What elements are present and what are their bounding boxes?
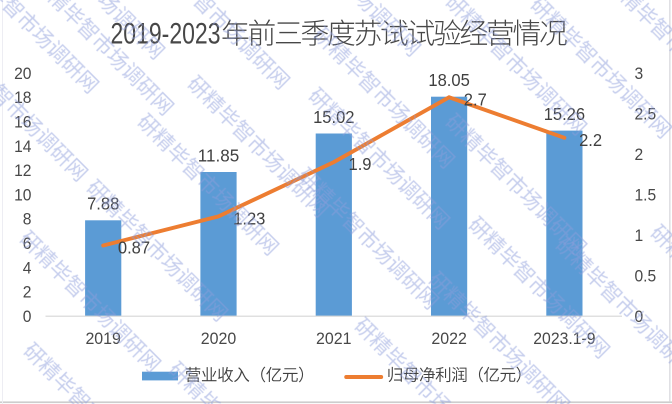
svg-text:1: 1 <box>635 226 644 245</box>
svg-text:0.87: 0.87 <box>118 238 150 258</box>
svg-text:2021: 2021 <box>316 329 352 348</box>
svg-text:1.5: 1.5 <box>635 185 657 204</box>
svg-text:18.05: 18.05 <box>428 70 470 90</box>
svg-text:20: 20 <box>14 64 31 83</box>
svg-text:16: 16 <box>14 113 31 132</box>
svg-text:1.23: 1.23 <box>233 209 265 229</box>
svg-text:3: 3 <box>635 64 644 83</box>
svg-text:6: 6 <box>23 234 32 253</box>
svg-text:8: 8 <box>23 210 32 229</box>
svg-text:11.85: 11.85 <box>198 145 240 165</box>
svg-text:2.7: 2.7 <box>464 89 487 109</box>
svg-text:2: 2 <box>23 283 32 302</box>
svg-text:0.5: 0.5 <box>635 266 657 285</box>
svg-text:2023.1-9: 2023.1-9 <box>533 329 595 348</box>
svg-text:4: 4 <box>23 258 32 277</box>
svg-text:2022: 2022 <box>431 329 467 348</box>
svg-text:2019-2023: 2019-2023 <box>111 17 221 50</box>
svg-text:12: 12 <box>14 161 31 180</box>
svg-text:0: 0 <box>23 307 32 326</box>
svg-text:2.2: 2.2 <box>579 130 602 150</box>
svg-text:2020: 2020 <box>201 329 237 348</box>
svg-text:14: 14 <box>14 137 31 156</box>
svg-text:10: 10 <box>14 185 31 204</box>
svg-text:2: 2 <box>635 145 644 164</box>
svg-text:1.9: 1.9 <box>349 154 372 174</box>
